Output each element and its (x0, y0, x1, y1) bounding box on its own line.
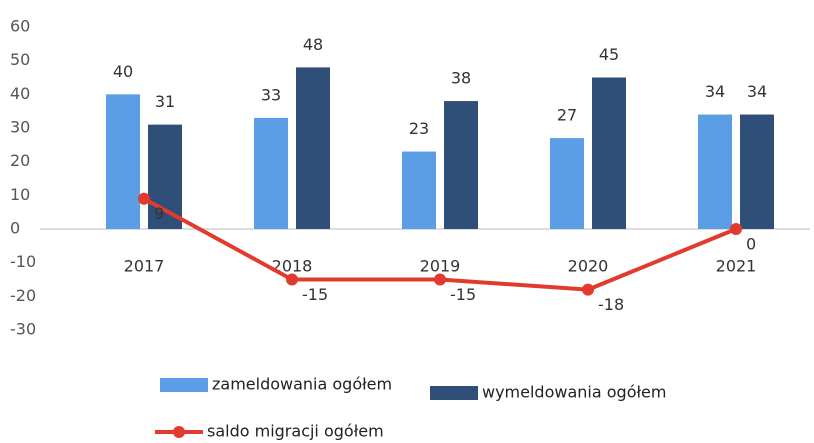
y-tick-label: 0 (10, 219, 20, 238)
data-label: 40 (113, 62, 133, 81)
x-tick-label: 2020 (568, 257, 609, 276)
y-tick-label: 60 (10, 17, 30, 36)
data-label: 9 (154, 204, 164, 223)
data-label: 0 (746, 235, 756, 254)
y-tick-label: -30 (10, 320, 36, 339)
bar (254, 117, 288, 229)
bar (402, 151, 436, 229)
x-tick-label: 2018 (272, 257, 313, 276)
data-label: 31 (155, 92, 175, 111)
data-label: 48 (303, 35, 323, 54)
data-label: 27 (557, 106, 577, 125)
data-label: -15 (450, 285, 476, 304)
data-label: 38 (451, 69, 471, 88)
line-point (730, 223, 742, 235)
legend-label: saldo migracji ogółem (207, 422, 384, 441)
data-label: 33 (261, 85, 281, 104)
y-tick-label: 10 (10, 185, 30, 204)
legend-swatch (430, 386, 478, 400)
line-point (434, 273, 446, 286)
data-label: 23 (409, 119, 429, 138)
x-tick-label: 2017 (124, 257, 165, 276)
legend-label: wymeldowania ogółem (482, 383, 666, 402)
x-tick-label: 2021 (716, 257, 757, 276)
legend-marker (173, 426, 185, 438)
bar (296, 67, 330, 230)
y-tick-label: -10 (10, 252, 36, 271)
y-tick-label: 30 (10, 118, 30, 137)
data-label: 45 (599, 45, 619, 64)
legend-swatch (160, 378, 208, 392)
line-point (138, 192, 150, 205)
bar (550, 138, 584, 229)
bar (698, 114, 732, 229)
y-tick-label: -20 (10, 286, 36, 305)
line-point (286, 273, 298, 286)
bar (592, 77, 626, 229)
data-label: 34 (747, 82, 767, 101)
x-tick-label: 2019 (420, 257, 461, 276)
y-tick-label: 50 (10, 50, 30, 69)
bar (444, 101, 478, 229)
bar (106, 94, 140, 229)
line-point (582, 283, 594, 296)
data-label: -18 (598, 295, 624, 314)
bar (740, 114, 774, 229)
legend-label: zameldowania ogółem (212, 375, 392, 394)
data-label: -15 (302, 285, 328, 304)
y-tick-label: 40 (10, 84, 30, 103)
y-tick-label: 20 (10, 151, 30, 170)
data-label: 34 (705, 82, 725, 101)
